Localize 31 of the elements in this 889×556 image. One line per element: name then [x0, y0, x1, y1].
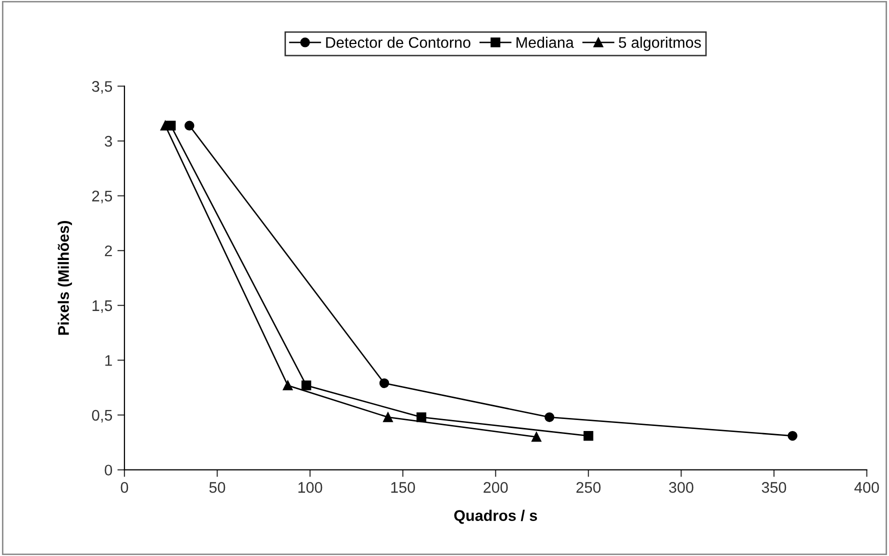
point	[383, 412, 393, 422]
x-tick-label: 300	[669, 482, 694, 493]
point	[379, 378, 390, 388]
point	[282, 380, 293, 390]
x-tick-label: 100	[298, 482, 322, 493]
x-axis-title: Quadros / s	[454, 510, 538, 524]
y-axis-title: Pixels (Milhões)	[58, 221, 72, 335]
y-tick-label: 1,5	[92, 300, 112, 313]
legend-label: Mediana	[516, 36, 574, 48]
x-tick-label: 350	[762, 482, 786, 493]
y-tick-label: 3,5	[92, 81, 112, 94]
x-tick-label: 0	[120, 482, 128, 493]
y-tick-label: 2	[104, 245, 112, 256]
y-tick-label: 1	[105, 355, 112, 366]
point	[301, 380, 312, 390]
point	[584, 430, 594, 441]
legend-label: Detector de Contorno	[326, 36, 470, 48]
x-tick-label: 200	[484, 482, 508, 493]
x-tick-label: 400	[854, 482, 879, 493]
y-tick-label: 0,5	[92, 410, 112, 423]
y-tick-label: 3	[104, 136, 112, 147]
y-tick-label: 2,5	[92, 190, 112, 204]
point	[184, 120, 194, 130]
legend-label: 5 algoritmos	[618, 36, 701, 51]
point	[532, 432, 542, 442]
x-tick-label: 50	[209, 482, 226, 493]
point	[544, 412, 554, 422]
x-tick-label: 150	[391, 482, 415, 493]
y-tick-label: 0	[104, 464, 112, 476]
point	[788, 430, 798, 441]
x-tick-label: 250	[576, 482, 601, 493]
